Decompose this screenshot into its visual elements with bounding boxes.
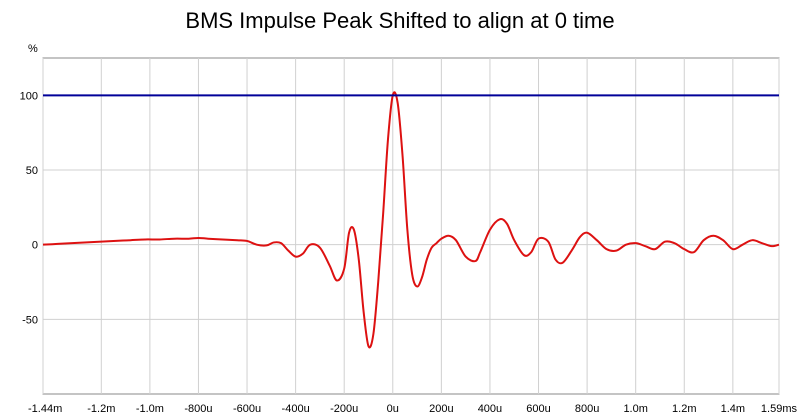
x-tick-label: 1.4m <box>721 403 745 415</box>
x-tick-label: 400u <box>478 403 502 415</box>
y-axis-unit-label: % <box>28 43 38 55</box>
y-axis-tick-labels: 100 50 0 -50 <box>20 90 38 326</box>
x-tick-label: -1.44m <box>28 403 62 415</box>
x-tick-label: -1.0m <box>136 403 164 415</box>
y-tick-label: -50 <box>22 314 38 326</box>
x-tick-label: -600u <box>233 403 261 415</box>
y-tick-label: 0 <box>32 240 38 252</box>
x-tick-label: 1.0m <box>623 403 647 415</box>
impulse-response-line <box>42 91 780 349</box>
x-tick-label: 200u <box>429 403 453 415</box>
x-tick-label: 600u <box>526 403 550 415</box>
x-tick-label: -200u <box>330 403 358 415</box>
x-axis-tick-labels: -1.44m -1.2m -1.0m -800u -600u -400u -200u 0u 20… <box>28 403 797 415</box>
x-tick-label: -400u <box>282 403 310 415</box>
x-tick-label: 800u <box>575 403 599 415</box>
chart-title: BMS Impulse Peak Shifted to align at 0 t… <box>185 8 615 33</box>
y-tick-label: 100 <box>20 90 38 102</box>
series-lines <box>42 91 780 349</box>
y-tick-label: 50 <box>26 165 38 177</box>
x-tick-label: 1.59ms <box>761 403 798 415</box>
x-tick-label: 0u <box>387 403 399 415</box>
plot-area <box>42 57 780 395</box>
x-tick-label: -800u <box>184 403 212 415</box>
x-tick-label: -1.2m <box>87 403 115 415</box>
grid-lines <box>42 58 780 394</box>
x-tick-label: 1.2m <box>672 403 696 415</box>
